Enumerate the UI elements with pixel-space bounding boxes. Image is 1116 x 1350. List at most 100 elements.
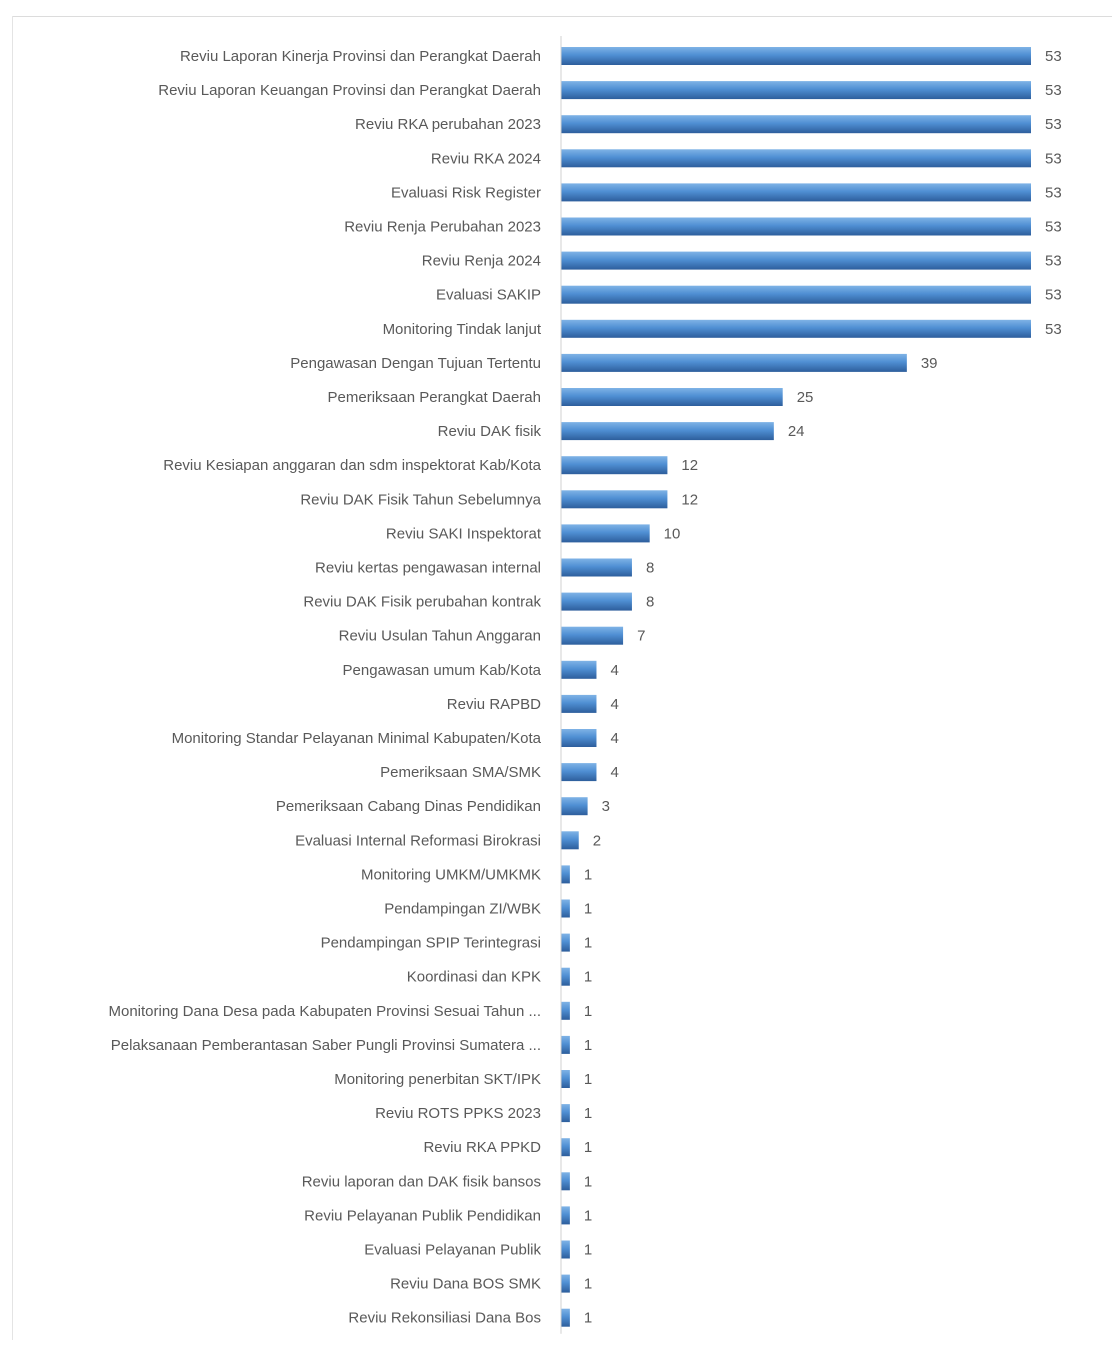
chart-top-border bbox=[12, 16, 1112, 17]
bar bbox=[561, 81, 1031, 100]
bar bbox=[561, 797, 588, 816]
category-label: Reviu RAPBD bbox=[447, 696, 541, 713]
category-label: Reviu RKA PPKD bbox=[423, 1139, 541, 1156]
bar bbox=[561, 217, 1031, 236]
bar bbox=[561, 763, 597, 782]
category-label: Pemeriksaan SMA/SMK bbox=[380, 764, 541, 781]
category-label: Reviu Kesiapan anggaran dan sdm inspekto… bbox=[163, 457, 541, 474]
bar bbox=[561, 456, 668, 475]
bar bbox=[561, 1172, 570, 1191]
category-label: Pengawasan umum Kab/Kota bbox=[343, 662, 542, 679]
category-label: Monitoring UMKM/UMKMK bbox=[361, 866, 541, 883]
value-label: 3 bbox=[602, 798, 610, 815]
value-label: 1 bbox=[584, 866, 592, 883]
value-label: 1 bbox=[584, 1003, 592, 1020]
value-label: 2 bbox=[593, 832, 601, 849]
value-label: 4 bbox=[610, 696, 618, 713]
category-label: Evaluasi SAKIP bbox=[436, 287, 541, 304]
value-label: 24 bbox=[788, 423, 805, 440]
value-label: 1 bbox=[584, 1037, 592, 1054]
category-label: Reviu RKA 2024 bbox=[431, 150, 541, 167]
value-label: 53 bbox=[1045, 184, 1062, 201]
category-label: Pemeriksaan Perangkat Daerah bbox=[328, 389, 541, 406]
category-label: Pelaksanaan Pemberantasan Saber Pungli P… bbox=[111, 1037, 541, 1054]
category-label: Pendampingan SPIP Terintegrasi bbox=[321, 935, 541, 952]
category-label: Monitoring penerbitan SKT/IPK bbox=[334, 1071, 541, 1088]
category-label: Pemeriksaan Cabang Dinas Pendidikan bbox=[276, 798, 541, 815]
value-label: 1 bbox=[584, 1071, 592, 1088]
category-label: Reviu RKA perubahan 2023 bbox=[355, 116, 541, 133]
category-label: Reviu DAK fisik bbox=[438, 423, 542, 440]
category-label: Monitoring Dana Desa pada Kabupaten Prov… bbox=[108, 1003, 541, 1020]
bar bbox=[561, 319, 1031, 338]
bar bbox=[561, 899, 570, 918]
bar bbox=[561, 490, 668, 509]
bar bbox=[561, 729, 597, 747]
category-label: Monitoring Standar Pelayanan Minimal Kab… bbox=[172, 730, 542, 747]
bar bbox=[561, 422, 774, 441]
bar bbox=[561, 592, 632, 611]
value-label: 53 bbox=[1045, 116, 1062, 133]
category-label: Evaluasi Risk Register bbox=[391, 184, 541, 201]
category-label: Reviu Renja Perubahan 2023 bbox=[344, 219, 541, 236]
value-label: 4 bbox=[610, 662, 618, 679]
category-label: Reviu Rekonsiliasi Dana Bos bbox=[348, 1310, 541, 1327]
category-label: Monitoring Tindak lanjut bbox=[383, 321, 542, 338]
category-label: Reviu Dana BOS SMK bbox=[390, 1276, 541, 1293]
category-label: Reviu SAKI Inspektorat bbox=[386, 525, 542, 542]
bar bbox=[561, 967, 570, 986]
value-label: 53 bbox=[1045, 219, 1062, 236]
value-label: 8 bbox=[646, 594, 654, 611]
value-label: 7 bbox=[637, 628, 645, 645]
category-label: Reviu Renja 2024 bbox=[422, 253, 541, 270]
bar bbox=[561, 1070, 570, 1088]
bar bbox=[561, 47, 1031, 65]
bar bbox=[561, 1104, 570, 1123]
category-label: Reviu kertas pengawasan internal bbox=[315, 560, 541, 577]
value-label: 39 bbox=[921, 355, 938, 372]
category-label: Koordinasi dan KPK bbox=[407, 969, 541, 986]
bar bbox=[561, 1206, 570, 1225]
category-label: Evaluasi Pelayanan Publik bbox=[364, 1242, 541, 1259]
bar-series: Reviu Laporan Kinerja Provinsi dan Peran… bbox=[108, 36, 1062, 1334]
value-label: 1 bbox=[584, 1105, 592, 1122]
bar bbox=[561, 353, 907, 372]
bar bbox=[561, 524, 650, 543]
bar bbox=[561, 183, 1031, 202]
value-label: 8 bbox=[646, 560, 654, 577]
bar bbox=[561, 1138, 570, 1157]
value-label: 10 bbox=[664, 525, 681, 542]
bar bbox=[561, 1001, 570, 1020]
value-label: 4 bbox=[610, 764, 618, 781]
bar bbox=[561, 388, 783, 406]
category-label: Reviu DAK Fisik Tahun Sebelumnya bbox=[300, 491, 541, 508]
value-label: 1 bbox=[584, 1276, 592, 1293]
value-label: 53 bbox=[1045, 82, 1062, 99]
category-label: Reviu Laporan Kinerja Provinsi dan Peran… bbox=[180, 48, 541, 65]
value-label: 1 bbox=[584, 1173, 592, 1190]
bar bbox=[561, 251, 1031, 270]
value-label: 1 bbox=[584, 935, 592, 952]
value-label: 53 bbox=[1045, 150, 1062, 167]
value-label: 53 bbox=[1045, 253, 1062, 270]
value-label: 53 bbox=[1045, 287, 1062, 304]
value-label: 1 bbox=[584, 901, 592, 918]
bar bbox=[561, 558, 632, 577]
category-label: Pendampingan ZI/WBK bbox=[384, 901, 541, 918]
bar bbox=[561, 1240, 570, 1259]
bar bbox=[561, 149, 1031, 168]
category-label: Pengawasan Dengan Tujuan Tertentu bbox=[290, 355, 541, 372]
category-label: Reviu ROTS PPKS 2023 bbox=[375, 1105, 541, 1122]
value-label: 1 bbox=[584, 1310, 592, 1327]
category-label: Evaluasi Internal Reformasi Birokrasi bbox=[295, 832, 541, 849]
bar bbox=[561, 285, 1031, 304]
value-label: 1 bbox=[584, 1242, 592, 1259]
bar bbox=[561, 1274, 570, 1293]
value-label: 12 bbox=[681, 491, 698, 508]
bar bbox=[561, 933, 570, 952]
value-label: 12 bbox=[681, 457, 698, 474]
bar bbox=[561, 115, 1031, 134]
bar bbox=[561, 660, 597, 679]
